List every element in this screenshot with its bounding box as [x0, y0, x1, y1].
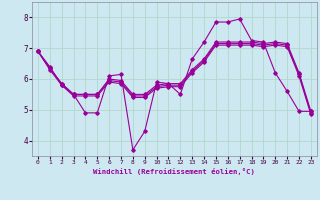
X-axis label: Windchill (Refroidissement éolien,°C): Windchill (Refroidissement éolien,°C)	[93, 168, 255, 175]
